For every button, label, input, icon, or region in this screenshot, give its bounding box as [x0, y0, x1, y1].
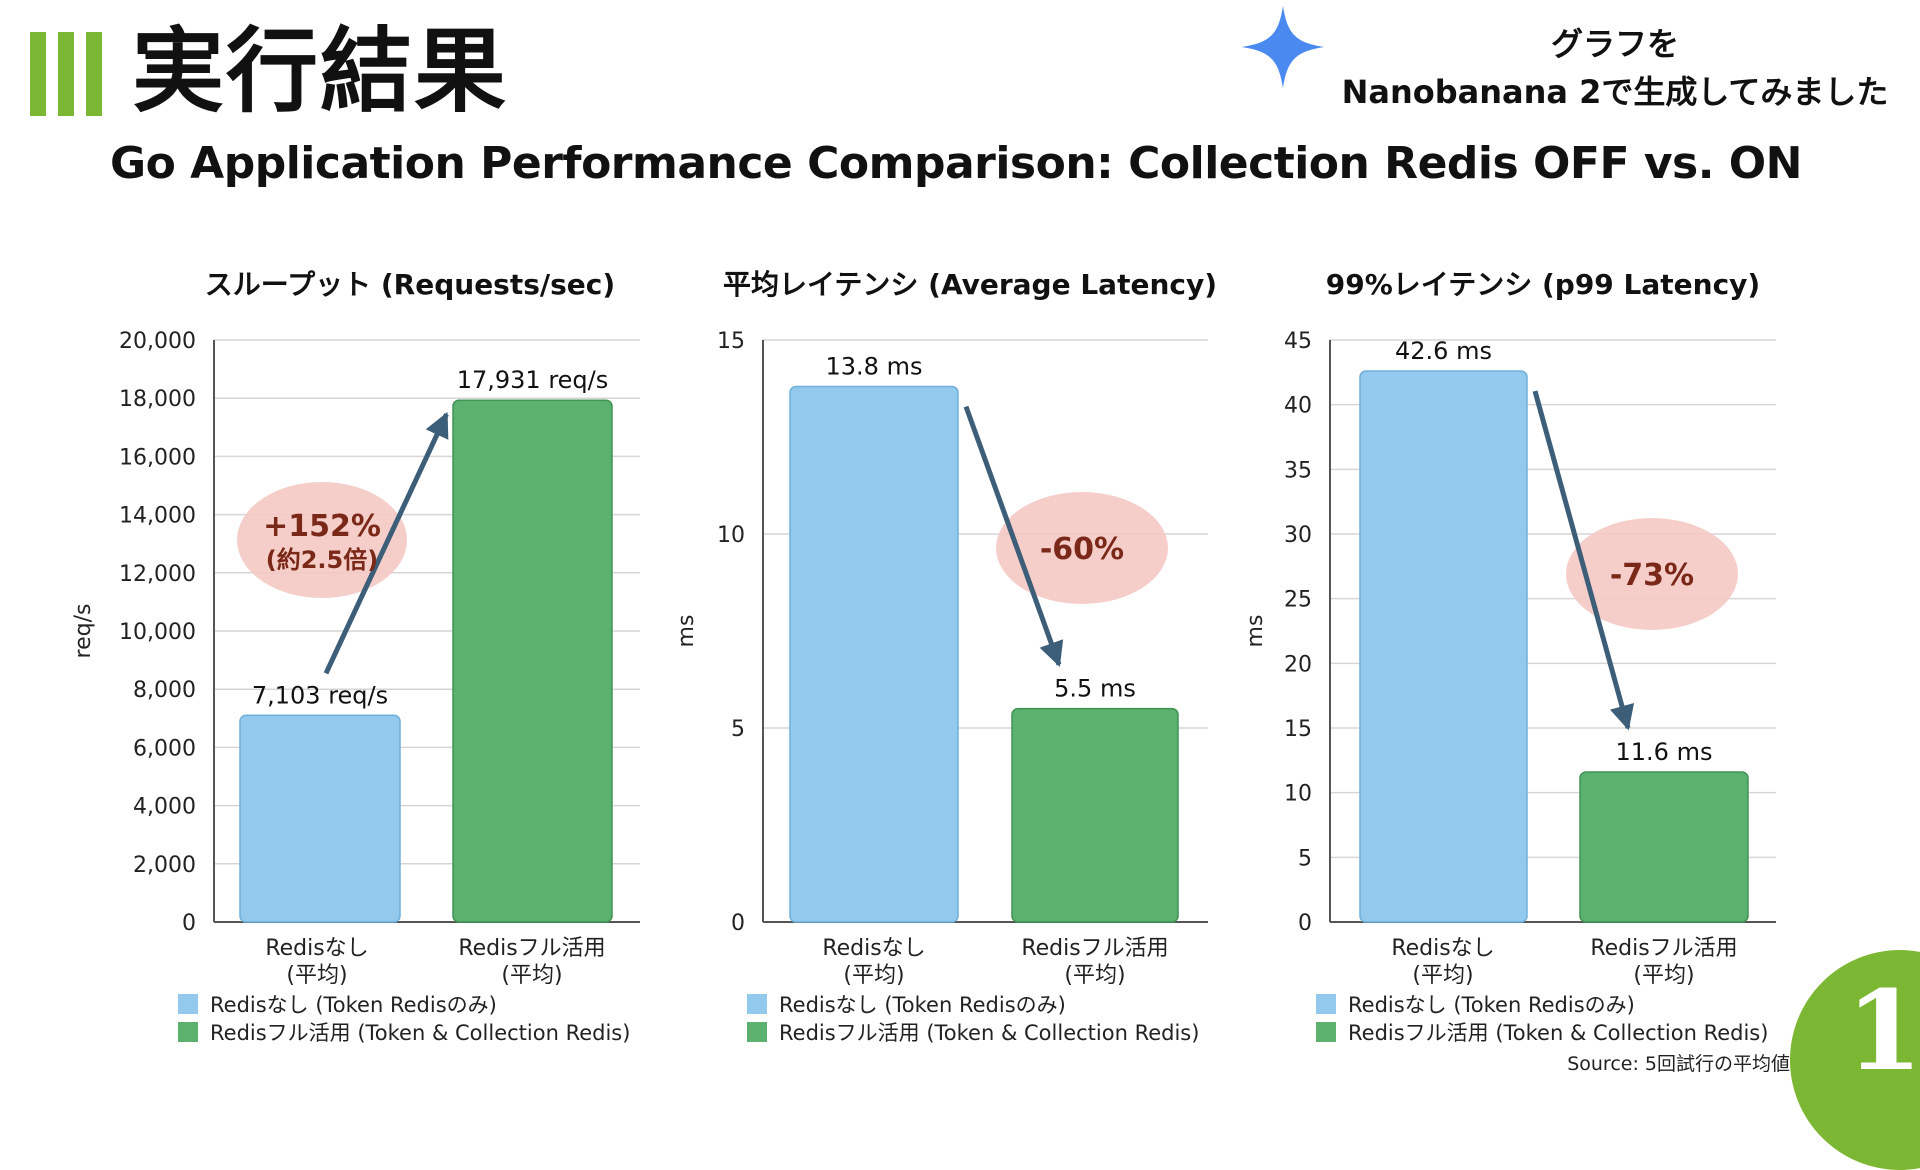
change-percent: -73% [1610, 558, 1694, 593]
legend-entry: Redisなし (Token Redisのみ) [210, 993, 497, 1017]
y-tick-label: 4,000 [133, 795, 196, 820]
accent-bar [86, 32, 102, 116]
y-axis-label: req/s [71, 604, 96, 659]
y-tick-label: 16,000 [119, 445, 196, 470]
legend-swatch-blue [747, 994, 767, 1014]
legend-swatch-green [747, 1022, 767, 1042]
bar-redis-on [1579, 771, 1749, 923]
note-line-2: Nanobanana 2で生成してみました [1341, 73, 1889, 111]
y-tick-label: 40 [1284, 394, 1312, 419]
chart-title: 99%レイテンシ (p99 Latency) [1326, 268, 1760, 301]
y-tick-label: 10,000 [119, 620, 196, 645]
category-label-sub: (平均) [1633, 963, 1694, 988]
change-percent: -60% [1040, 532, 1124, 567]
chart-group-title: Go Application Performance Comparison: C… [110, 138, 1802, 189]
y-tick-label: 25 [1284, 588, 1312, 613]
title-accent-bars [30, 32, 102, 116]
sparkle-icon [1241, 5, 1325, 89]
decrease-arrow [963, 405, 1064, 667]
legend-entry: Redisフル活用 (Token & Collection Redis) [779, 1021, 1199, 1045]
change-ratio: (約2.5倍) [266, 546, 378, 574]
y-tick-label: 45 [1284, 329, 1312, 354]
chart-title: 平均レイテンシ (Average Latency) [723, 268, 1217, 301]
y-tick-label: 12,000 [119, 562, 196, 587]
chart-title: スループット (Requests/sec) [205, 268, 615, 301]
charts-canvas: スループット (Requests/sec) 0 2,000 4,000 6,000 8,0… [71, 268, 1790, 1075]
category-label: Redisフル活用 [458, 936, 605, 961]
bar-value-label: 13.8 ms [826, 353, 923, 381]
legend-swatch-blue [1316, 994, 1336, 1014]
legend-entry: Redisなし (Token Redisのみ) [779, 993, 1066, 1017]
y-tick-label: 8,000 [133, 678, 196, 703]
bar-redis-off [789, 385, 959, 923]
legend-entry: Redisフル活用 (Token & Collection Redis) [210, 1021, 630, 1045]
y-tick-label: 30 [1284, 523, 1312, 548]
category-label-sub: (平均) [1412, 963, 1473, 988]
change-badge [237, 482, 407, 598]
slide-title: 実行結果 [132, 18, 509, 125]
category-label: Redisフル活用 [1590, 936, 1737, 961]
legend-entry: Redisなし (Token Redisのみ) [1348, 993, 1635, 1017]
change-badge [996, 492, 1168, 604]
bar-value-label: 5.5 ms [1054, 675, 1136, 703]
change-percent: +152% [263, 509, 381, 544]
y-tick-label: 35 [1284, 458, 1312, 483]
increase-arrow [323, 411, 449, 675]
page-number: 1 [1846, 966, 1920, 1095]
note-line-1: グラフを [1550, 25, 1679, 63]
category-label: Redisなし [822, 936, 925, 961]
decrease-arrow [1532, 390, 1635, 731]
category-label-sub: (平均) [286, 963, 347, 988]
category-label-sub: (平均) [501, 963, 562, 988]
legend-swatch-green [178, 1022, 198, 1042]
bar-value-label: 7,103 req/s [252, 681, 388, 709]
y-tick-label: 20,000 [119, 329, 196, 354]
category-label: Redisなし [1391, 936, 1494, 961]
y-axis-label: ms [674, 615, 699, 648]
bar-redis-on [452, 399, 613, 923]
category-label: Redisフル活用 [1021, 936, 1168, 961]
y-tick-label: 0 [182, 911, 196, 936]
y-tick-label: 10 [717, 523, 745, 548]
y-axis-label: ms [1243, 615, 1268, 648]
accent-bar [30, 32, 46, 116]
y-tick-label: 15 [1284, 717, 1312, 742]
bar-value-label: 11.6 ms [1616, 738, 1713, 766]
bar-redis-off [1359, 370, 1528, 923]
bar-value-label: 17,931 req/s [457, 366, 609, 394]
bar-redis-on [1011, 707, 1179, 923]
change-badge [1566, 518, 1738, 630]
y-tick-label: 10 [1284, 782, 1312, 807]
y-tick-label: 14,000 [119, 504, 196, 529]
y-tick-label: 20 [1284, 652, 1312, 677]
source-note: Source: 5回試行の平均値 [1567, 1053, 1790, 1075]
y-tick-label: 0 [1298, 911, 1312, 936]
y-tick-label: 5 [1298, 846, 1312, 871]
y-tick-label: 5 [731, 717, 745, 742]
y-tick-label: 0 [731, 911, 745, 936]
legend-entry: Redisフル活用 (Token & Collection Redis) [1348, 1021, 1768, 1045]
category-label: Redisなし [265, 936, 368, 961]
bar-value-label: 42.6 ms [1395, 337, 1492, 365]
legend-swatch-green [1316, 1022, 1336, 1042]
y-tick-label: 15 [717, 329, 745, 354]
y-tick-label: 18,000 [119, 387, 196, 412]
y-tick-label: 6,000 [133, 736, 196, 761]
y-tick-label: 2,000 [133, 853, 196, 878]
bar-redis-off [239, 714, 401, 923]
legend-swatch-blue [178, 994, 198, 1014]
accent-bar [58, 32, 74, 116]
category-label-sub: (平均) [1064, 963, 1125, 988]
category-label-sub: (平均) [843, 963, 904, 988]
generation-note: グラフを Nanobanana 2で生成してみました [1320, 20, 1910, 116]
